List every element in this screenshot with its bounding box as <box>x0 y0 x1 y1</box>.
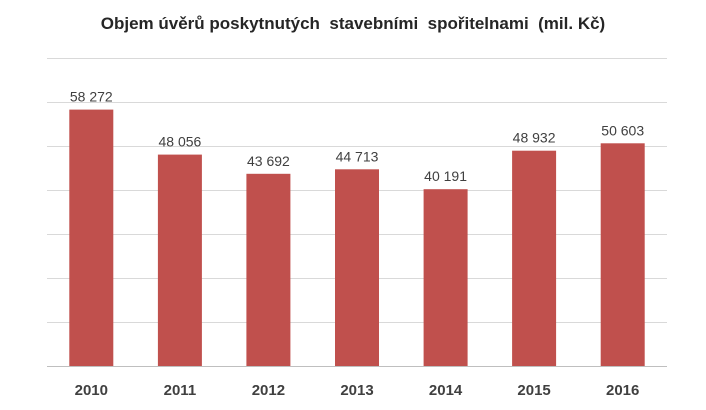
data-label-2015: 48 932 <box>513 130 556 146</box>
data-labels: 58 272 48 056 43 692 44 713 40 191 48 932 50 6… <box>70 89 644 185</box>
x-tick-label-2010: 2010 <box>75 382 108 399</box>
bar-2015 <box>512 150 557 366</box>
bar-2016 <box>600 143 645 366</box>
x-tick-labels: 2010 2011 2012 2013 2014 2015 2016 <box>75 382 640 399</box>
bar-2014 <box>423 189 468 366</box>
data-label-2010: 58 272 <box>70 89 113 105</box>
x-tick-label-2015: 2015 <box>517 382 550 399</box>
bar-2010 <box>69 109 114 366</box>
x-tick-label-2013: 2013 <box>340 382 373 399</box>
data-label-2011: 48 056 <box>158 134 201 150</box>
data-label-2013: 44 713 <box>336 148 379 164</box>
chart-title: Objem úvěrů poskytnutých stavebními spoř… <box>100 14 606 33</box>
bar-2012 <box>246 173 291 366</box>
bars <box>69 109 645 366</box>
x-tick-label-2011: 2011 <box>164 382 197 399</box>
x-tick-label-2016: 2016 <box>606 382 639 399</box>
data-label-2012: 43 692 <box>247 153 290 169</box>
x-tick-label-2014: 2014 <box>429 382 463 399</box>
data-label-2016: 50 603 <box>601 122 644 138</box>
data-label-2014: 40 191 <box>424 168 467 184</box>
bar-2011 <box>157 154 202 366</box>
bar-2013 <box>335 169 379 366</box>
x-tick-label-2012: 2012 <box>252 382 285 399</box>
